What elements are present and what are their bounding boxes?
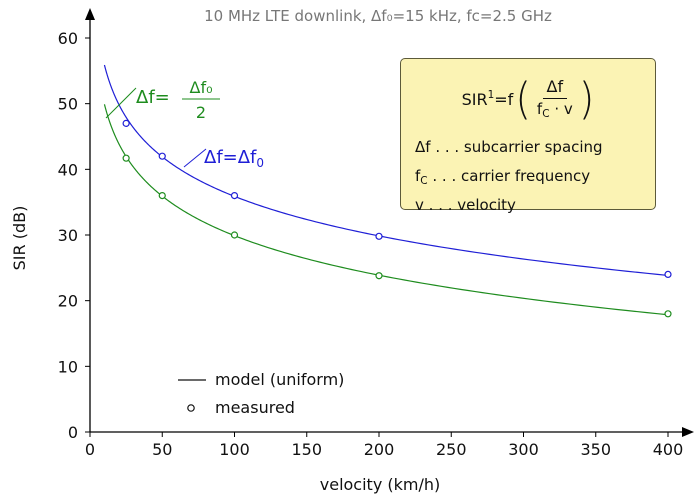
axes	[85, 8, 694, 437]
definition-row: Δf . . . subcarrier spacing	[415, 138, 603, 156]
y-tick-label: 20	[58, 292, 78, 311]
x-tick-label: 200	[364, 440, 395, 459]
y-ticks: 0 10 20 30 40 50 60	[58, 29, 90, 442]
legend-model-label: model (uniform)	[215, 370, 344, 389]
formula-fraction: Δf fC · v	[533, 78, 577, 120]
x-tick-label: 250	[436, 440, 467, 459]
y-axis-label: SIR (dB)	[10, 206, 29, 271]
plot-area	[103, 64, 672, 318]
series-label-half-num: Δf₀	[190, 78, 213, 97]
legend: model (uniform) measured	[178, 370, 344, 417]
y-axis-arrow	[85, 8, 95, 20]
y-tick-label: 50	[58, 95, 78, 114]
x-tick-label: 400	[653, 440, 684, 459]
series-label-full: Δf=Δf0	[183, 147, 264, 170]
model-curve-0	[103, 64, 669, 277]
y-tick-label: 40	[58, 160, 78, 179]
measured-point	[158, 192, 166, 200]
formula-numerator: Δf	[542, 78, 568, 99]
sir-symbol: SIR1=f	[461, 89, 514, 109]
x-tick-label: 0	[85, 440, 95, 459]
measured-point	[664, 270, 672, 278]
definition-list: Δf . . . subcarrier spacing fC . . . car…	[415, 135, 603, 222]
measured-point	[230, 192, 239, 200]
measured-point	[122, 119, 130, 127]
model-curve-1	[103, 104, 669, 316]
right-paren: )	[578, 73, 595, 125]
y-tick-label: 30	[58, 226, 78, 245]
left-paren: (	[515, 73, 531, 125]
x-axis-label: velocity (km/h)	[320, 475, 440, 494]
x-axis-arrow	[682, 427, 694, 437]
legend-measured-label: measured	[215, 398, 295, 417]
measured-point	[375, 272, 383, 280]
x-tick-label: 100	[219, 440, 250, 459]
measured-point	[158, 152, 166, 160]
chart-title: 10 MHz LTE downlink, Δf₀=15 kHz, fᴄ=2.5 …	[204, 7, 552, 25]
x-tick-label: 150	[291, 440, 322, 459]
measured-point	[122, 154, 130, 162]
series-label-full-text: Δf=Δf0	[204, 147, 264, 170]
definition-row: fC . . . carrier frequency	[415, 167, 591, 187]
y-tick-label: 10	[58, 357, 78, 376]
series-label-half-leader	[105, 87, 137, 119]
x-ticks: 0 50 100 150 200 250 300 350 400	[85, 432, 683, 459]
measured-point	[664, 310, 672, 318]
formula-box: SIR1=f ( Δf fC · v ) Δf . . . subcarrier…	[400, 58, 656, 214]
series-label-half-den: 2	[196, 103, 206, 122]
measured-point	[230, 231, 239, 239]
x-tick-label: 350	[580, 440, 611, 459]
series-label-full-leader	[183, 148, 207, 168]
measured-point	[375, 232, 383, 240]
series-label-half: Δf= Δf₀ 2	[105, 78, 220, 122]
series-label-half-prefix: Δf=	[136, 87, 170, 108]
definition-row: v . . . velocity	[415, 196, 516, 214]
formula-denominator: fC · v	[536, 99, 573, 120]
y-tick-label: 60	[58, 29, 78, 48]
x-tick-label: 50	[152, 440, 172, 459]
x-tick-label: 300	[508, 440, 539, 459]
sir-formula: SIR1=f ( Δf fC · v )	[401, 71, 655, 127]
legend-circle-swatch	[187, 404, 195, 412]
y-tick-label: 0	[68, 423, 78, 442]
